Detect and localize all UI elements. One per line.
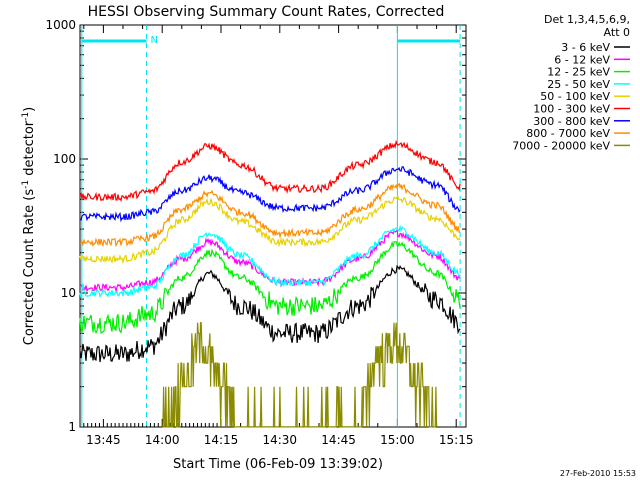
footer-timestamp: 27-Feb-2010 15:53 — [560, 469, 636, 478]
x-axis-label: Start Time (06-Feb-09 13:39:02) — [173, 457, 383, 472]
y-axis-label-main: Corrected Count Rate (s — [22, 189, 37, 346]
series-line-2 — [79, 240, 461, 334]
x-tick-label: 13:45 — [86, 433, 121, 447]
x-tick-label: 14:30 — [262, 433, 297, 447]
series-line-7 — [79, 182, 461, 248]
y-axis-label-sup2: -1 — [21, 112, 31, 121]
legend-label: 300 - 800 keV — [533, 115, 610, 128]
night-marker: N — [151, 35, 158, 46]
chart-title: HESSI Observing Summary Count Rates, Cor… — [88, 4, 445, 20]
x-tick-label: 14:45 — [321, 433, 356, 447]
y-axis-label-mid: detector — [22, 120, 37, 180]
series-line-4 — [79, 196, 461, 265]
series-line-3 — [79, 224, 461, 299]
y-axis-label-sup1: -1 — [21, 180, 31, 189]
series-line-0 — [79, 264, 461, 363]
legend-label: 12 - 25 keV — [547, 66, 610, 79]
legend-label: 7000 - 20000 keV — [512, 139, 610, 152]
legend-label: 50 - 100 keV — [540, 90, 610, 103]
plot-frame — [79, 24, 467, 428]
legend-header-line2: Att 0 — [604, 26, 630, 39]
y-tick-label: 100 — [53, 152, 76, 166]
legend-label: 800 - 7000 keV — [526, 127, 610, 140]
x-tick-label: 15:00 — [380, 433, 415, 447]
x-tick-label: 15:15 — [439, 433, 474, 447]
x-tick-label: 14:15 — [204, 433, 239, 447]
x-tick-label: 14:00 — [145, 433, 180, 447]
plot-area: 1 10 100 1000 13:45 14:00 14:15 14:30 14:45 15:00… — [45, 18, 473, 447]
y-tick-label: 1000 — [45, 18, 76, 32]
legend-header-line1: Det 1,3,4,5,6,9, — [544, 13, 630, 26]
series-line-8 — [162, 322, 438, 428]
legend-label: 3 - 6 keV — [561, 41, 610, 54]
legend-label: 100 - 300 keV — [533, 103, 610, 116]
y-tick-label: 10 — [61, 286, 76, 300]
legend-label: 6 - 12 keV — [554, 53, 610, 66]
legend-label: 25 - 50 keV — [547, 78, 610, 91]
y-axis-label: Corrected Count Rate (s-1 detector-1) — [21, 107, 37, 345]
series-line-6 — [79, 165, 461, 223]
y-tick-label: 1 — [68, 420, 76, 434]
y-axis-label-end: ) — [22, 107, 37, 112]
series-line-5 — [79, 139, 461, 203]
